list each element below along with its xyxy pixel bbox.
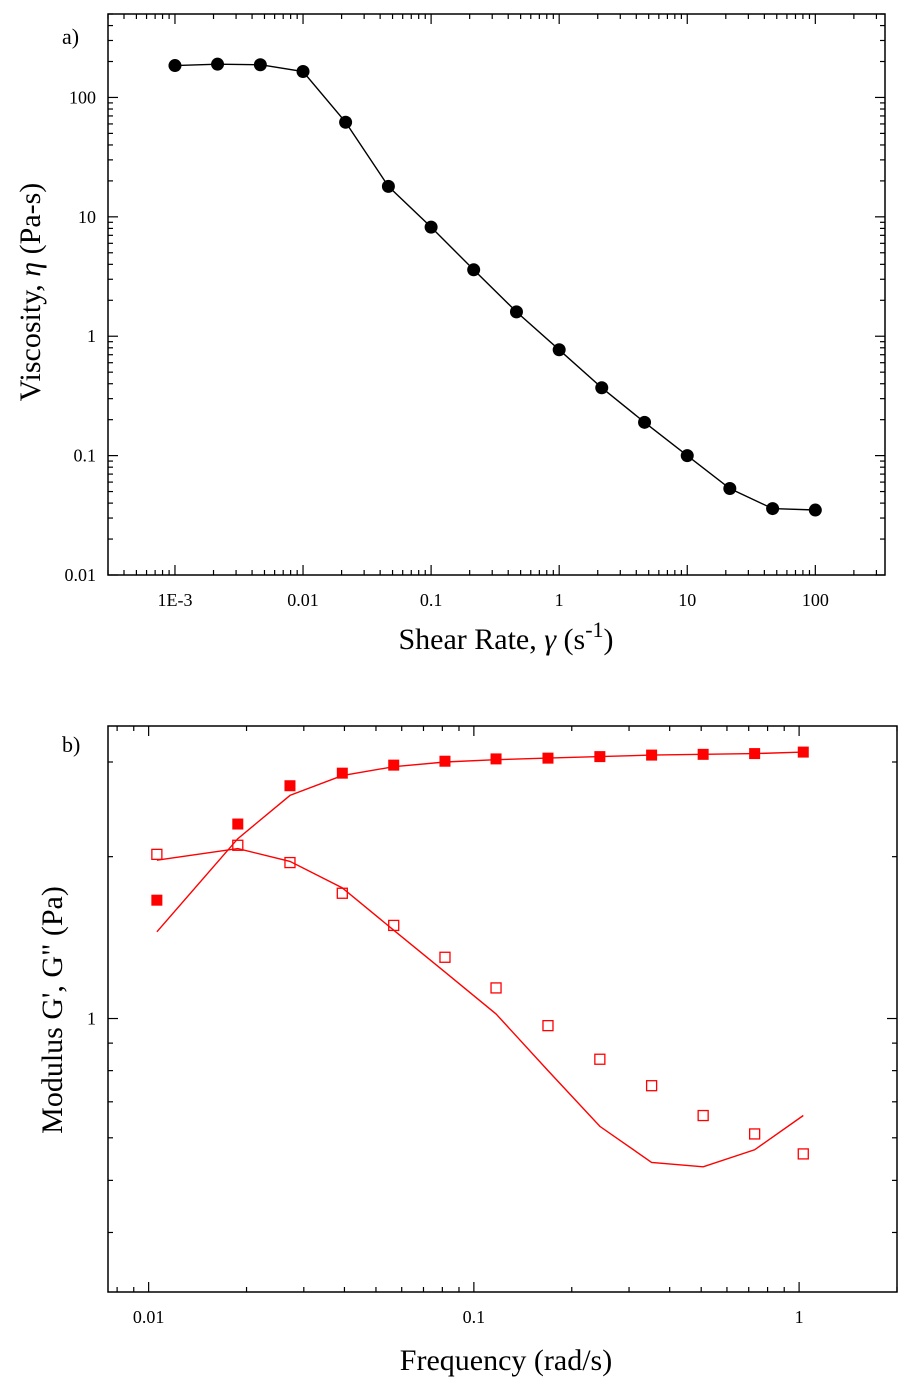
data-point (336, 767, 348, 779)
panel-b-x-axis-title: Frequency (rad/s) (400, 1344, 612, 1377)
y-tick-label: 0.01 (65, 565, 97, 585)
data-point (748, 1128, 761, 1140)
x-tick-label: 0.01 (287, 590, 319, 610)
x-tick-label: 1 (795, 1307, 804, 1327)
data-point (808, 503, 822, 517)
panel-a-y-axis-title: Viscosity, η (Pa-s) (14, 183, 47, 402)
data-point (151, 848, 163, 860)
x-tick-label: 0.1 (463, 1307, 486, 1327)
data-point (490, 753, 502, 765)
data-point (467, 263, 481, 277)
panel-a-frame (107, 13, 886, 576)
x-tick-label: 1E-3 (157, 590, 192, 610)
data-point (253, 58, 267, 72)
y-tick-label: 0.1 (74, 446, 97, 466)
data-point (645, 1080, 658, 1092)
panel-b-frame (107, 725, 898, 1293)
data-point (439, 951, 451, 963)
x-tick-label: 0.1 (420, 590, 443, 610)
panel-b-y-axis-title: Modulus G', G" (Pa) (36, 886, 69, 1134)
data-point (594, 1053, 606, 1065)
data-point (424, 220, 438, 234)
data-point (339, 115, 353, 129)
data-point (284, 856, 296, 869)
series-line (156, 847, 804, 1168)
data-point (509, 305, 523, 319)
panel-a-y-ticks: 0.01 0.1 1 10 100 (65, 13, 885, 585)
panel-b-label: b) (62, 732, 80, 757)
data-point (490, 982, 502, 994)
x-tick-label: 10 (678, 590, 696, 610)
x-tick-label: 1 (555, 590, 564, 610)
data-point (232, 818, 244, 830)
panel-b-y-ticks: 1 (87, 761, 897, 1234)
data-point (336, 887, 348, 899)
y-tick-label: 1 (87, 326, 96, 346)
data-point (542, 1019, 554, 1032)
x-tick-label: 0.01 (133, 1307, 165, 1327)
data-point (296, 64, 310, 78)
panel-a-series (168, 57, 822, 517)
series-line (174, 63, 816, 511)
data-point (151, 894, 163, 906)
data-point (168, 59, 182, 73)
panel-b-x-ticks: 0.01 0.1 1 (116, 726, 898, 1327)
data-point (552, 343, 566, 357)
y-tick-label: 100 (69, 87, 96, 107)
y-tick-label: 1 (87, 1009, 96, 1029)
data-point (284, 780, 296, 792)
data-point (723, 482, 737, 496)
data-point (595, 381, 609, 395)
panel-a: a) 1E-3 0.01 0.1 1 10 100 0.01 0.1 1 10 100 Shear… (14, 13, 886, 656)
data-point (439, 755, 451, 767)
panel-b-series (151, 746, 809, 1168)
panel-a-label: a) (62, 24, 79, 49)
y-tick-label: 10 (78, 207, 96, 227)
data-point (211, 57, 225, 71)
panel-a-x-axis-title: Shear Rate, γ (s-1) (398, 617, 613, 656)
series-line (156, 751, 804, 933)
data-point (388, 919, 400, 932)
panel-b: b) 0.01 0.1 1 1 Frequency (rad/s) Modulus … (36, 725, 898, 1377)
data-point (680, 449, 694, 463)
x-tick-label: 100 (802, 590, 829, 610)
data-point (388, 759, 400, 771)
data-point (381, 179, 395, 193)
data-point (766, 502, 780, 516)
data-point (697, 1109, 709, 1122)
data-point (797, 1148, 809, 1160)
data-point (638, 415, 652, 429)
panel-a-x-ticks: 1E-3 0.01 0.1 1 10 100 (107, 14, 878, 610)
